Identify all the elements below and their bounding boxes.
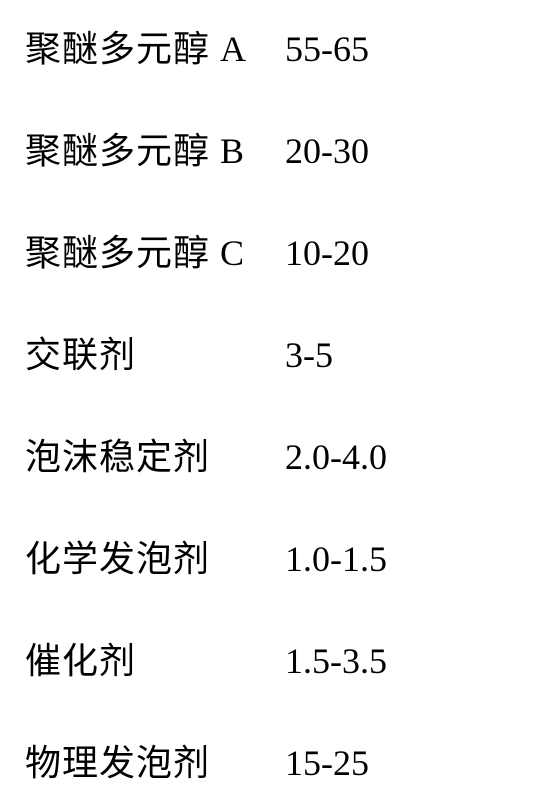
ingredient-label: 催化剂 — [25, 632, 285, 684]
table-row: 交联剂 3-5 — [25, 326, 511, 378]
table-row: 物理发泡剂 15-25 — [25, 734, 511, 786]
ingredient-label: 泡沫稳定剂 — [25, 428, 285, 480]
table-row: 聚醚多元醇 A 55-65 — [25, 20, 511, 72]
ingredient-label: 聚醚多元醇 A — [25, 20, 285, 72]
table-row: 聚醚多元醇 C 10-20 — [25, 224, 511, 276]
ingredient-value: 3-5 — [285, 334, 333, 376]
ingredient-value: 2.0-4.0 — [285, 436, 387, 478]
table-row: 化学发泡剂 1.0-1.5 — [25, 530, 511, 582]
ingredient-label: 聚醚多元醇 C — [25, 224, 285, 276]
composition-table: 聚醚多元醇 A 55-65 聚醚多元醇 B 20-30 聚醚多元醇 C 10-2… — [25, 20, 511, 786]
ingredient-value: 55-65 — [285, 28, 369, 70]
table-row: 聚醚多元醇 B 20-30 — [25, 122, 511, 174]
ingredient-value: 15-25 — [285, 742, 369, 784]
ingredient-value: 1.0-1.5 — [285, 538, 387, 580]
ingredient-label: 聚醚多元醇 B — [25, 122, 285, 174]
ingredient-label: 物理发泡剂 — [25, 734, 285, 786]
table-row: 催化剂 1.5-3.5 — [25, 632, 511, 684]
ingredient-label: 交联剂 — [25, 326, 285, 378]
ingredient-value: 10-20 — [285, 232, 369, 274]
table-row: 泡沫稳定剂 2.0-4.0 — [25, 428, 511, 480]
ingredient-label: 化学发泡剂 — [25, 530, 285, 582]
ingredient-value: 20-30 — [285, 130, 369, 172]
ingredient-value: 1.5-3.5 — [285, 640, 387, 682]
